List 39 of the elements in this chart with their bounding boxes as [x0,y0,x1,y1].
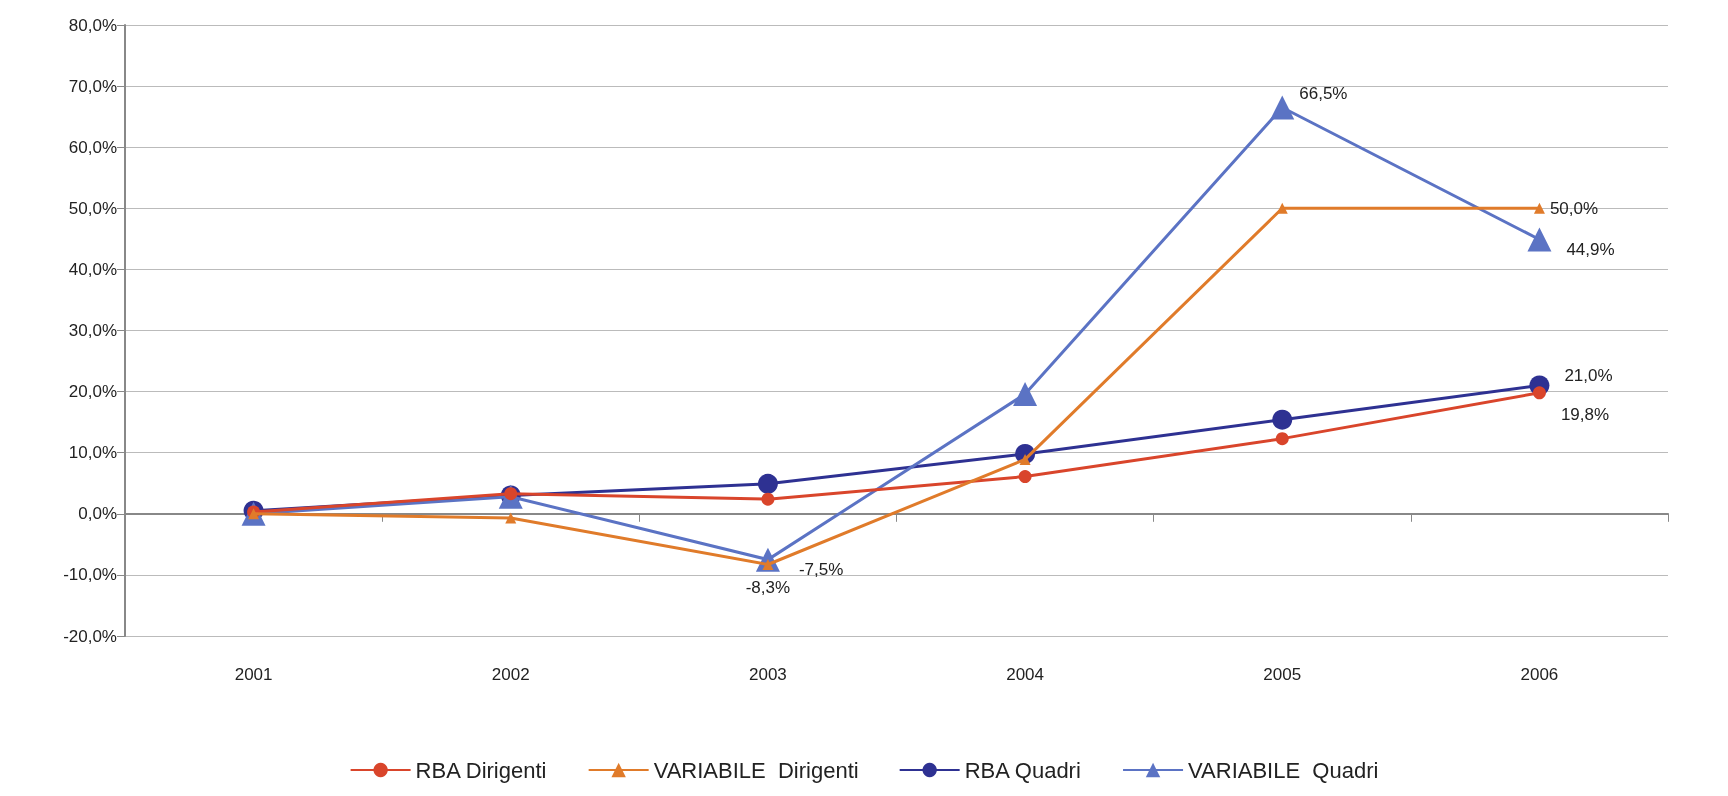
data-label: 66,5% [1299,83,1348,103]
y-tick-label: 70,0% [68,76,117,96]
point [1018,470,1032,484]
data-label: 21,0% [1564,365,1613,385]
y-tick-label: 40,0% [68,259,117,279]
x-tick-label: 2006 [1520,665,1559,684]
point [1013,382,1038,407]
point [757,473,778,494]
legend-label: VARIABILE Quadri [1188,757,1379,783]
x-tick-label: 2004 [1006,665,1044,684]
data-label: 44,9% [1566,239,1615,259]
point [1270,95,1295,120]
legend-label: RBA Dirigenti [415,757,547,783]
point [1532,386,1546,400]
y-tick-label: 20,0% [68,382,117,402]
data-label: 50,0% [1549,198,1599,218]
x-tick-label: 2001 [234,665,273,684]
data-label: -7,5% [798,560,844,580]
y-tick-label: -20,0% [63,626,117,646]
data-label: 19,8% [1560,405,1610,425]
y-tick-label: 80,0% [68,15,117,35]
y-tick-label: -10,0% [63,565,117,585]
point [1533,202,1545,214]
legend-label: RBA Quadri [964,757,1081,783]
y-tick-label: 50,0% [68,198,117,218]
y-tick-label: 10,0% [68,443,117,463]
x-tick-label: 2003 [749,665,787,684]
x-tick-label: 2005 [1263,665,1302,684]
data-label: -8,3% [745,578,791,598]
legend-label: VARIABILE Dirigenti [653,757,859,783]
y-tick-label: 0,0% [78,504,117,524]
x-tick-label: 2002 [491,665,530,684]
point [505,512,517,524]
y-tick-label: 60,0% [68,137,117,157]
point [761,492,775,506]
point [1275,432,1289,446]
point [1272,409,1293,430]
y-tick-label: 30,0% [68,321,117,340]
point [1527,227,1552,252]
